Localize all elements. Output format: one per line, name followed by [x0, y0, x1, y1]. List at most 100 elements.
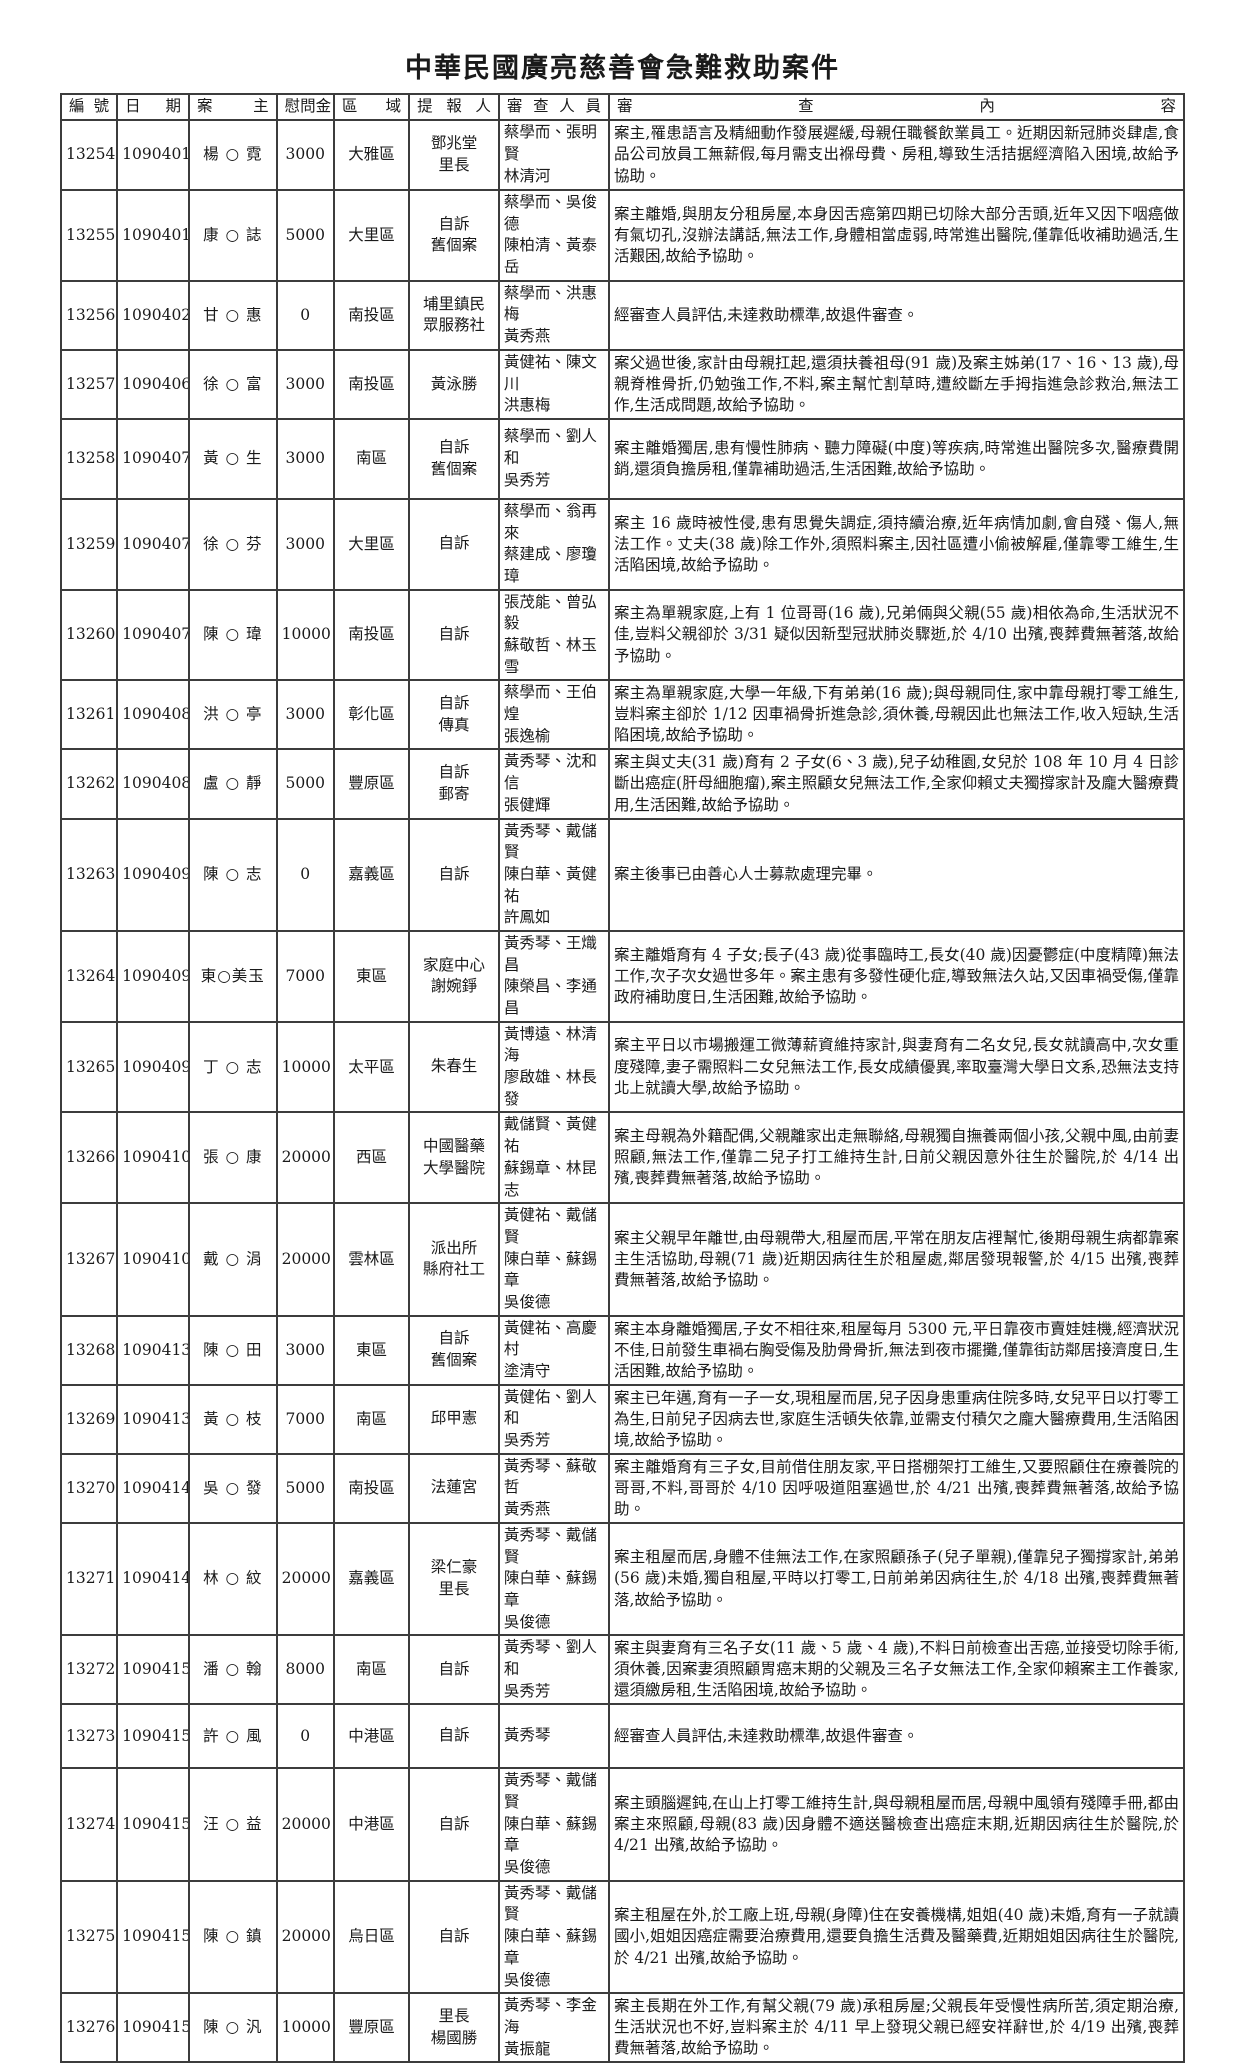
case-reviewers: 戴儲賢、黃健祐 蘇錫章、林昆志: [497, 1111, 610, 1205]
case-id: 13270: [59, 1452, 119, 1524]
case-reviewers: 黃秀琴、李金海 黃振龍: [497, 1992, 610, 2063]
case-date: 1090414: [116, 1452, 190, 1524]
case-amount: 10000: [275, 1020, 335, 1114]
case-name: 徐 ○ 芬: [188, 497, 278, 591]
header-reviewers: 審 查 人 員: [497, 93, 610, 121]
case-date: 1090415: [116, 1879, 190, 1995]
case-name: 黃 ○ 生: [188, 417, 278, 500]
case-name: 汪 ○ 益: [188, 1767, 278, 1882]
case-review-content: 案主後事已由善心人士募款處理完畢。: [607, 817, 1186, 932]
case-review-content: 案主與妻育有三名子女(11 歲、5 歲、4 歲),不料日前檢查出舌癌,並接受切除…: [607, 1634, 1186, 1706]
case-date: 1090401: [116, 119, 190, 191]
case-review-content: 案主離婚,與朋友分租房屋,本身因舌癌第四期已切除大部分舌頭,近年又因下咽癌做有氣…: [607, 189, 1186, 282]
case-name: 吳 ○ 發: [188, 1452, 278, 1524]
case-review-content: 案主租屋在外,於工廠上班,母親(身障)住在安養機構,姐姐(40 歲)未婚,育有一…: [607, 1879, 1186, 1995]
case-reporter: 派出所 縣府社工: [408, 1202, 500, 1317]
case-date: 1090415: [116, 1767, 190, 1882]
table-row: 13259 1090407 徐 ○ 芬 3000 大里區 自訴 蔡學而、翁再來蔡…: [59, 497, 1186, 591]
case-date: 1090415: [116, 1992, 190, 2063]
table-body: 13254 1090401 楊 ○ 霓 3000 大雅區 鄧兆堂 里長 蔡學而、張…: [59, 119, 1186, 2063]
case-review-content: 案主離婚育有三子女,目前借住朋友家,平日搭棚架打工維生,又要照顧住在療養院的哥哥…: [607, 1452, 1186, 1524]
case-review-content: 案主離婚育有 4 子女;長子(43 歲)從事臨時工,長女(40 歲)因憂鬱症(中…: [607, 929, 1186, 1023]
case-review-content: 案主與丈夫(31 歲)育有 2 子女(6、3 歲),兒子幼稚園,女兒於 108 …: [607, 748, 1186, 820]
case-name: 陳 ○ 瑋: [188, 588, 278, 682]
case-id: 13265: [59, 1020, 119, 1114]
case-district: 南投區: [332, 348, 411, 420]
case-id: 13262: [59, 748, 119, 820]
case-amount: 20000: [275, 1111, 335, 1205]
case-district: 烏日區: [332, 1879, 411, 1995]
case-reviewers: 黃健祐、戴儲賢 陳白華、蘇錫章 吳俊德: [497, 1202, 610, 1317]
case-id: 13273: [59, 1703, 119, 1770]
case-reporter: 自訴 舊個案: [408, 189, 500, 282]
case-district: 南投區: [332, 588, 411, 682]
case-amount: 3000: [275, 417, 335, 500]
table-row: 13255 1090401 康 ○ 誌 5000 大里區 自訴 舊個案 蔡學而、吳…: [59, 189, 1186, 282]
case-reporter: 鄧兆堂 里長: [408, 119, 500, 191]
case-id: 13269: [59, 1383, 119, 1455]
case-date: 1090406: [116, 348, 190, 420]
case-review-content: 經審查人員評估,未達救助標準,故退件審查。: [607, 279, 1186, 351]
case-reviewers: 黃秀琴、戴儲賢 陳白華、黃健祐 許鳳如: [497, 817, 610, 932]
case-review-content: 案主 16 歲時被性侵,患有思覺失調症,須持續治療,近年病情加劇,會自殘、傷人,…: [607, 497, 1186, 591]
case-reporter: 自訴: [408, 588, 500, 682]
case-name: 戴 ○ 涓: [188, 1202, 278, 1317]
case-review-content: 案主已年邁,育有一子一女,現租屋而居,兒子因身患重病住院多時,女兒平日以打零工為…: [607, 1383, 1186, 1455]
case-id: 13258: [59, 417, 119, 500]
case-name: 陳 ○ 志: [188, 817, 278, 932]
case-date: 1090401: [116, 189, 190, 282]
case-reviewers: 蔡學而、吳俊德 陳柏清、黃泰岳: [497, 189, 610, 282]
case-amount: 20000: [275, 1521, 335, 1637]
case-amount: 7000: [275, 929, 335, 1023]
table-row: 13273 1090415 許 ○ 風 0 中港區 自訴 黃秀琴 經審查人員評估…: [59, 1703, 1186, 1770]
case-reviewers: 黃健祐、高慶村 塗清守: [497, 1314, 610, 1386]
case-amount: 3000: [275, 348, 335, 420]
case-district: 西區: [332, 1111, 411, 1205]
case-amount: 10000: [275, 1992, 335, 2063]
case-district: 嘉義區: [332, 817, 411, 932]
case-district: 雲林區: [332, 1202, 411, 1317]
case-review-content: 案主平日以市場搬運工微薄薪資維持家計,與妻育有二名女兒,長女就讀高中,次女重度殘…: [607, 1020, 1186, 1114]
case-name: 楊 ○ 霓: [188, 119, 278, 191]
case-district: 南區: [332, 1383, 411, 1455]
header-amount: 慰問金: [275, 93, 335, 121]
case-amount: 3000: [275, 119, 335, 191]
case-amount: 0: [275, 279, 335, 351]
case-name: 洪 ○ 亭: [188, 679, 278, 751]
case-date: 1090408: [116, 679, 190, 751]
case-reviewers: 蔡學而、張明賢 林清河: [497, 119, 610, 191]
header-name: 案 主: [188, 93, 278, 121]
case-reporter: 自訴 傳真: [408, 679, 500, 751]
table-row: 13262 1090408 盧 ○ 靜 5000 豐原區 自訴 郵寄 黃秀琴、沈和…: [59, 748, 1186, 820]
case-reporter: 自訴: [408, 1879, 500, 1995]
case-district: 南區: [332, 1634, 411, 1706]
case-date: 1090410: [116, 1202, 190, 1317]
case-review-content: 案主租屋而居,身體不佳無法工作,在家照顧孫子(兒子單親),僅靠兒子獨撐家計,弟弟…: [607, 1521, 1186, 1637]
case-date: 1090414: [116, 1521, 190, 1637]
case-reporter: 自訴 舊個案: [408, 1314, 500, 1386]
case-reviewers: 黃秀琴、王熾昌 陳榮昌、李通昌: [497, 929, 610, 1023]
document-page: 中華民國廣亮慈善會急難救助案件 編 號 日 期 案 主 慰問金 區 域 提 報 …: [59, 53, 1186, 2063]
case-date: 1090415: [116, 1634, 190, 1706]
case-reporter: 自訴: [408, 1767, 500, 1882]
case-date: 1090409: [116, 929, 190, 1023]
case-reporter: 黃泳勝: [408, 348, 500, 420]
case-reviewers: 黃秀琴: [497, 1703, 610, 1770]
case-date: 1090407: [116, 497, 190, 591]
case-amount: 3000: [275, 1314, 335, 1386]
table-row: 13276 1090415 陳 ○ 汎 10000 豐原區 里長 楊國勝 黃秀琴、…: [59, 1992, 1186, 2063]
case-reporter: 朱春生: [408, 1020, 500, 1114]
case-review-content: 案主父親早年離世,由母親帶大,租屋而居,平常在朋友店裡幫忙,後期母親生病都靠案主…: [607, 1202, 1186, 1317]
table-header: 編 號 日 期 案 主 慰問金 區 域 提 報 人 審 查 人 員 審 查 內 …: [59, 93, 1186, 121]
header-case-id: 編 號: [59, 93, 119, 121]
case-amount: 3000: [275, 497, 335, 591]
case-date: 1090413: [116, 1383, 190, 1455]
case-id: 13263: [59, 817, 119, 932]
case-name: 陳 ○ 鎮: [188, 1879, 278, 1995]
table-row: 13260 1090407 陳 ○ 瑋 10000 南投區 自訴 張茂能、曾弘毅…: [59, 588, 1186, 682]
case-date: 1090407: [116, 588, 190, 682]
case-date: 1090402: [116, 279, 190, 351]
case-id: 13276: [59, 1992, 119, 2063]
case-district: 大里區: [332, 189, 411, 282]
case-id: 13268: [59, 1314, 119, 1386]
